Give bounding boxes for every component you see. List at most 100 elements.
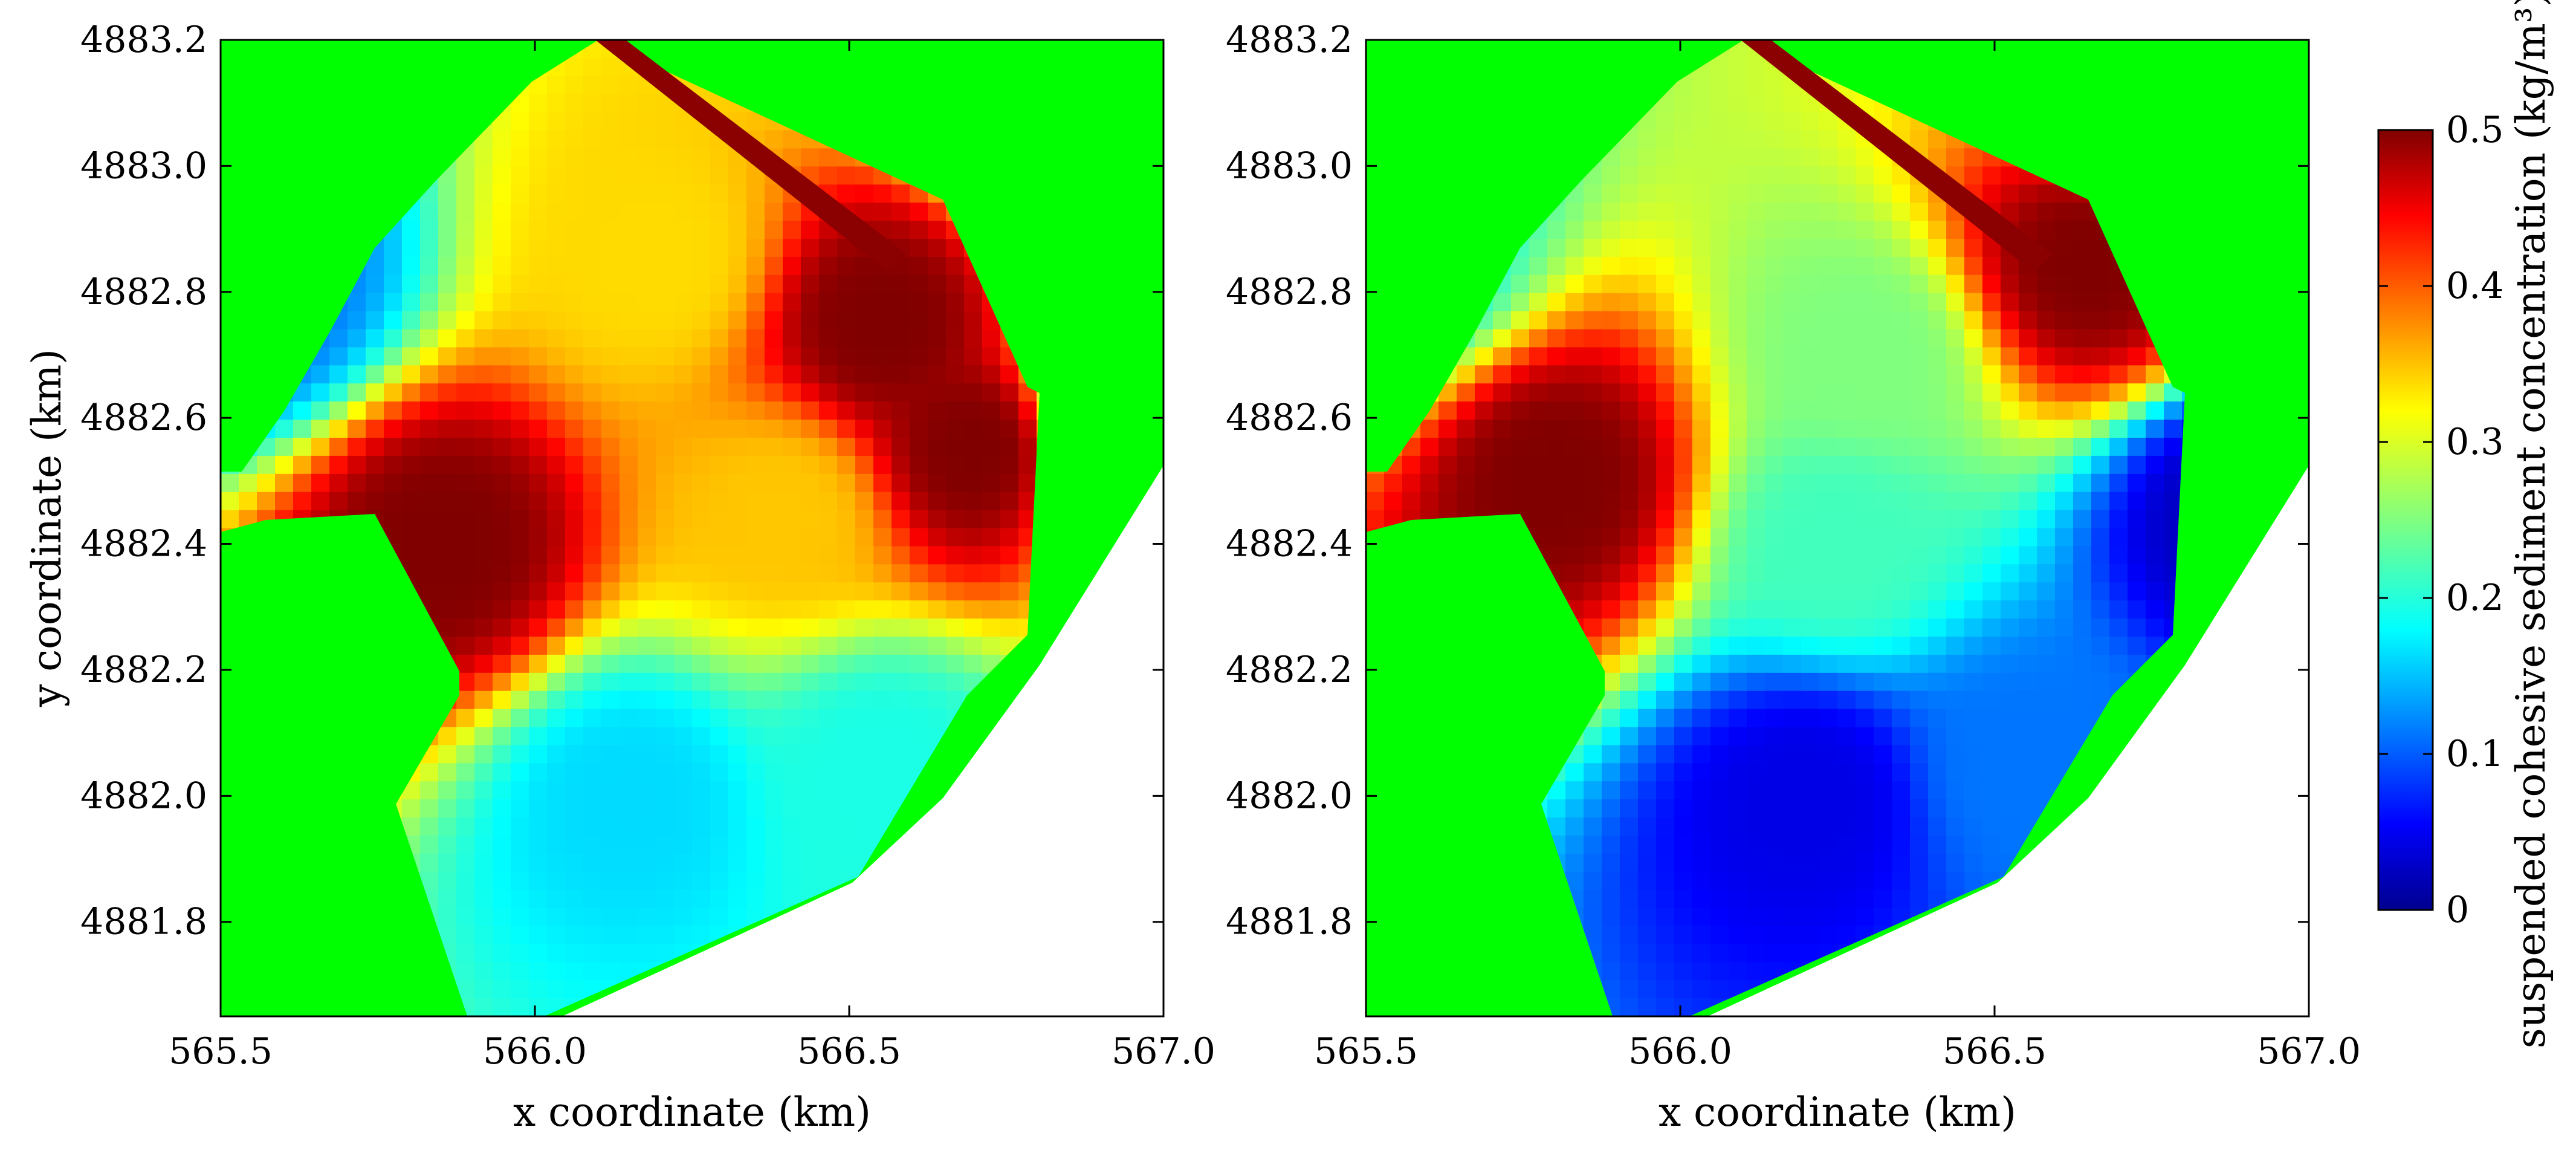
- heat-cell: [1837, 672, 1856, 692]
- heat-cell: [1819, 853, 1838, 872]
- heat-cell: [565, 763, 584, 782]
- heat-cell: [855, 383, 874, 403]
- heat-cell: [674, 600, 693, 619]
- heat-cell: [1783, 112, 1802, 131]
- heat-cell: [692, 727, 711, 746]
- heat-cell: [674, 438, 693, 456]
- heat-cell: [1638, 980, 1657, 999]
- heat-cell: [1638, 473, 1657, 493]
- heat-cell: [1819, 166, 1838, 186]
- heat-cell: [1819, 745, 1838, 764]
- heat-cell: [873, 438, 892, 456]
- heat-cell: [710, 438, 729, 456]
- heat-cell: [1819, 148, 1838, 167]
- heat-cell: [1747, 166, 1765, 186]
- heat-cell: [1819, 564, 1838, 583]
- heat-cell: [855, 510, 874, 529]
- heat-cell: [728, 455, 747, 475]
- heat-cell: [1692, 582, 1711, 602]
- heat-cell: [1018, 455, 1037, 475]
- heat-cell: [1000, 600, 1019, 619]
- heat-cell: [1819, 203, 1838, 222]
- heat-cell: [765, 184, 783, 204]
- heat-cell: [1856, 420, 1874, 438]
- heat-cell: [1674, 438, 1693, 456]
- heat-cell: [946, 492, 965, 511]
- heat-cell: [402, 347, 421, 366]
- heat-cell: [547, 619, 566, 637]
- heat-cell: [819, 311, 838, 330]
- heat-cell: [964, 546, 983, 565]
- heat-cell: [1638, 817, 1657, 836]
- heat-cell: [2001, 636, 2019, 655]
- heat-cell: [1638, 347, 1657, 366]
- heat-cell: [746, 239, 765, 258]
- heat-cell: [583, 347, 602, 366]
- heat-cell: [583, 510, 602, 529]
- heat-cell: [1801, 510, 1820, 529]
- heat-cell: [1602, 908, 1620, 927]
- heat-cell: [656, 473, 675, 493]
- heat-cell: [420, 274, 439, 294]
- heat-cell: [1874, 329, 1892, 348]
- heat-cell: [783, 365, 801, 385]
- heat-cell: [493, 871, 511, 891]
- heat-cell: [1602, 871, 1620, 891]
- heat-cell: [746, 383, 765, 403]
- heat-cell: [601, 908, 620, 927]
- heat-cell: [1602, 600, 1620, 619]
- heat-cell: [692, 256, 711, 276]
- heat-cell: [547, 148, 566, 167]
- heat-cell: [456, 546, 475, 565]
- heat-cell: [692, 455, 711, 475]
- heat-cell: [1837, 709, 1856, 728]
- heat-cell: [638, 420, 656, 438]
- heat-cell: [1783, 203, 1802, 222]
- heat-cell: [946, 256, 965, 276]
- heat-cell: [601, 329, 620, 348]
- heat-cell: [1638, 492, 1657, 511]
- heat-cell: [928, 274, 947, 294]
- heat-cell: [674, 727, 693, 746]
- heat-cell: [1765, 510, 1784, 529]
- heat-cell: [1892, 654, 1911, 674]
- heat-cell: [601, 256, 620, 276]
- heat-cell: [1656, 654, 1675, 674]
- heat-cell: [819, 835, 838, 854]
- heat-cell: [1674, 546, 1693, 565]
- heat-cell: [2055, 672, 2074, 692]
- heat-cell: [601, 600, 620, 619]
- heat-cell: [529, 709, 548, 728]
- heat-cell: [1584, 311, 1602, 330]
- heat-cell: [801, 455, 820, 475]
- heat-cell: [329, 365, 348, 385]
- heat-cell: [946, 600, 965, 619]
- heat-cell: [1946, 582, 1965, 602]
- heat-cell: [1710, 908, 1729, 927]
- heat-cell: [1982, 817, 2001, 836]
- heat-cell: [601, 709, 620, 728]
- heat-cell: [1602, 727, 1620, 746]
- heat-cell: [474, 672, 493, 692]
- heat-cell: [1747, 745, 1765, 764]
- heat-cell: [728, 727, 747, 746]
- heat-cell: [1874, 745, 1892, 764]
- heat-cell: [674, 401, 693, 420]
- heat-cell: [1602, 926, 1620, 945]
- heat-cell: [474, 781, 493, 801]
- heat-cell: [2037, 274, 2056, 294]
- heat-cell: [1783, 690, 1802, 710]
- heat-cell: [873, 654, 892, 674]
- heat-cell: [565, 980, 584, 999]
- heat-cell: [1674, 672, 1693, 692]
- heat-cell: [2037, 184, 2056, 204]
- heat-cell: [783, 473, 801, 493]
- heat-cell: [1783, 528, 1802, 547]
- heat-cell: [855, 420, 874, 438]
- heat-cell: [2037, 293, 2056, 312]
- heat-cell: [456, 889, 475, 909]
- heat-cell: [1910, 889, 1929, 909]
- heat-cell: [783, 546, 801, 565]
- heat-cell: [1529, 293, 1548, 312]
- heat-cell: [420, 473, 439, 493]
